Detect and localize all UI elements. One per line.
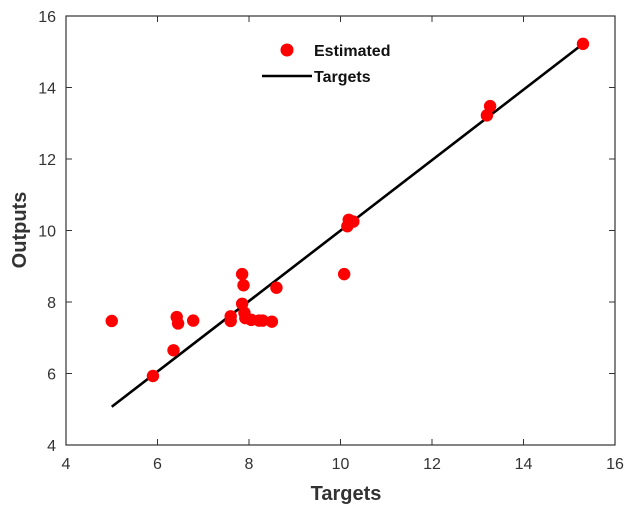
estimated-point: [235, 267, 249, 281]
x-tick-label: 14: [515, 456, 533, 473]
x-tick-label: 4: [62, 456, 71, 473]
y-tick-label: 16: [38, 9, 56, 26]
y-tick-label: 14: [38, 81, 56, 98]
estimated-point: [171, 317, 185, 330]
y-tick-label: 4: [47, 438, 56, 455]
axes-layer: 4 6 8 10 12 14 16 4 6 8 10 12 14 16: [38, 9, 624, 473]
estimated-point: [265, 315, 279, 328]
estimated-point: [483, 99, 497, 113]
y-tick-label: 12: [38, 152, 56, 169]
legend-estimated-marker: [280, 43, 294, 57]
y-tick-label: 6: [47, 367, 56, 384]
legend: Estimated Targets: [262, 43, 390, 86]
y-tick-label: 8: [47, 295, 56, 312]
legend-targets-label: Targets: [314, 69, 371, 86]
x-tick-label: 16: [606, 456, 624, 473]
legend-estimated-label: Estimated: [314, 43, 390, 60]
estimated-point: [105, 314, 118, 328]
x-tick-label: 10: [332, 456, 350, 473]
plot-layer: [105, 37, 590, 408]
estimated-point: [167, 344, 180, 357]
x-tick-label: 6: [153, 456, 162, 473]
estimated-point: [256, 314, 269, 327]
estimated-point: [270, 281, 283, 294]
y-axis-title: Outputs: [9, 192, 31, 269]
estimated-point: [337, 267, 351, 281]
estimated-point: [237, 278, 250, 292]
estimated-point: [347, 215, 360, 228]
estimated-point: [186, 314, 200, 327]
x-tick-label: 12: [423, 456, 441, 473]
x-tick-label: 8: [245, 456, 254, 473]
y-tick-label: 10: [38, 224, 56, 241]
estimated-point: [576, 37, 590, 51]
estimated-point: [224, 314, 237, 328]
x-axis-title: Targets: [311, 483, 382, 505]
estimated-point: [146, 369, 160, 383]
